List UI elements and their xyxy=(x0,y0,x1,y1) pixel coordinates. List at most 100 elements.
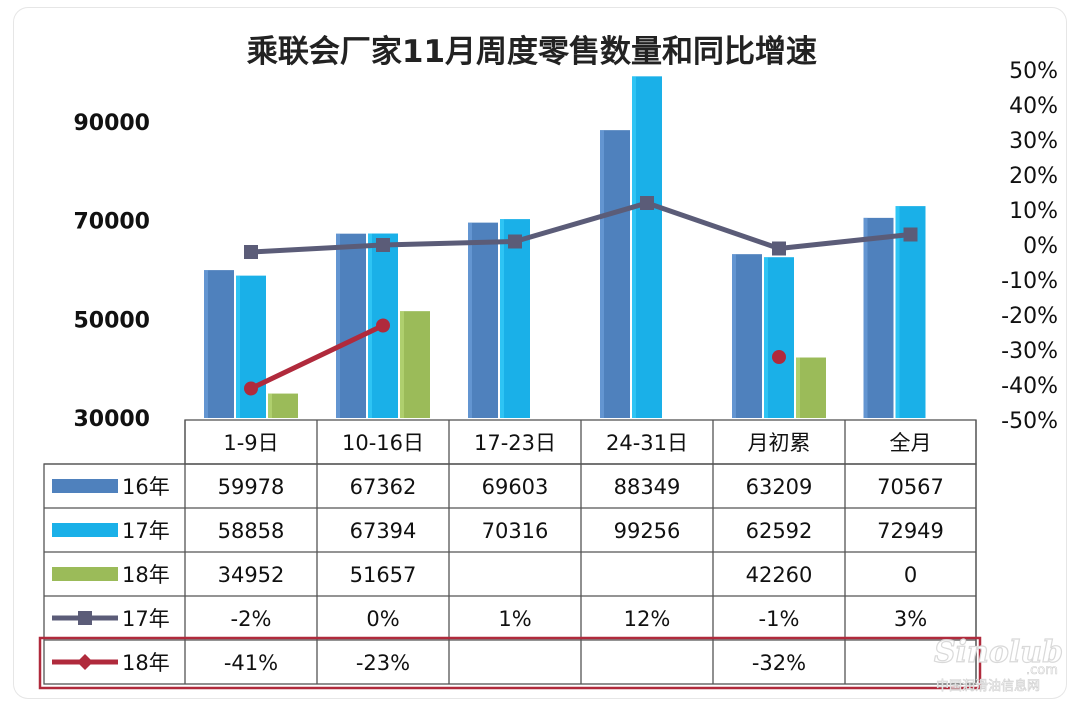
category-label: 月初累 xyxy=(748,431,811,455)
bar-highlight xyxy=(204,270,208,418)
svg-text:.com: .com xyxy=(1026,663,1058,678)
data-label: 67394 xyxy=(350,519,417,543)
bar-1-3 xyxy=(632,76,662,418)
line-segment xyxy=(776,232,913,251)
bar-0-3 xyxy=(600,130,630,418)
line-segment xyxy=(248,242,386,255)
line-segment xyxy=(644,200,782,251)
bar-0-4 xyxy=(732,254,762,418)
bars xyxy=(204,76,926,418)
line-marker-diamond xyxy=(244,381,258,396)
bar-1-4 xyxy=(764,257,794,418)
line-marker-square xyxy=(244,245,258,259)
line-marker-diamond xyxy=(376,318,390,333)
y2-tick-label: -50% xyxy=(1001,409,1058,434)
line-segment xyxy=(512,200,650,244)
y-tick-label: 50000 xyxy=(73,308,150,333)
bar-1-0 xyxy=(236,275,266,418)
chart-title: 乘联会厂家11月周度零售数量和同比增速 xyxy=(247,34,817,70)
data-label: 59978 xyxy=(218,475,285,499)
legend-label: 18年 xyxy=(122,651,170,675)
legend-marker-square xyxy=(78,611,92,625)
legend-label: 17年 xyxy=(122,519,170,543)
data-label: 3% xyxy=(894,607,927,631)
y2-tick-label: -40% xyxy=(1001,374,1058,399)
bar-highlight xyxy=(468,222,472,418)
line-marker-square xyxy=(376,238,390,252)
legend-label: 16年 xyxy=(122,475,170,499)
line-segment xyxy=(380,239,518,248)
data-label: 0 xyxy=(904,563,917,587)
data-label: 67362 xyxy=(350,475,417,499)
y2-tick-label: 40% xyxy=(1009,94,1058,119)
bar-0-0 xyxy=(204,270,234,418)
bar-highlight xyxy=(863,217,868,418)
y-tick-label: 70000 xyxy=(73,210,150,235)
data-label: -1% xyxy=(759,607,800,631)
data-label: -2% xyxy=(231,607,272,631)
watermark-logo: Sinolub .com 中国润滑油信息网 xyxy=(933,634,1063,694)
legend-label: 18年 xyxy=(122,563,170,587)
bar-0-2 xyxy=(468,222,498,418)
data-label: 70316 xyxy=(482,519,549,543)
bar-highlight xyxy=(600,130,604,418)
bar-highlight xyxy=(796,357,800,418)
bar-highlight xyxy=(336,233,340,418)
bar-0-1 xyxy=(336,233,366,418)
line-marker-square xyxy=(903,227,918,242)
bar-0-5 xyxy=(863,217,894,418)
category-label: 10-16日 xyxy=(342,431,424,455)
legend-label: 17年 xyxy=(122,607,170,631)
data-label: 42260 xyxy=(746,563,813,587)
data-label: 12% xyxy=(624,607,671,631)
line-segment xyxy=(248,323,386,391)
highlight-box xyxy=(38,636,982,690)
bar-1-2 xyxy=(500,219,530,418)
bar-2-1 xyxy=(400,311,430,418)
y2-tick-label: 20% xyxy=(1009,164,1058,189)
y2-tick-label: -10% xyxy=(1001,269,1058,294)
category-label: 全月 xyxy=(890,431,932,455)
bar-highlight xyxy=(400,311,404,418)
y2-tick-label: -20% xyxy=(1001,304,1058,329)
bar-highlight xyxy=(732,254,736,418)
data-label: 88349 xyxy=(614,475,681,499)
line-marker-square xyxy=(508,234,522,249)
legend-swatch-bar xyxy=(52,479,118,493)
line-marker-square xyxy=(640,196,654,210)
bar-highlight xyxy=(632,76,636,418)
data-label: 51657 xyxy=(350,563,417,587)
data-label: -32% xyxy=(752,651,806,675)
data-label: 0% xyxy=(366,607,399,631)
y2-tick-label: 0% xyxy=(1023,234,1058,259)
svg-text:Sinolub: Sinolub xyxy=(934,635,1063,670)
data-label: -41% xyxy=(224,651,278,675)
y-tick-label: 30000 xyxy=(73,407,150,432)
category-label: 1-9日 xyxy=(223,431,278,455)
bar-highlight xyxy=(268,393,272,418)
data-label: 72949 xyxy=(877,519,944,543)
data-label: 69603 xyxy=(482,475,549,499)
line-marker-diamond xyxy=(772,350,786,364)
y2-tick-label: 30% xyxy=(1009,129,1058,154)
bar-highlight xyxy=(368,233,372,418)
y2-tick-label: 50% xyxy=(1009,59,1058,84)
lines xyxy=(244,196,918,396)
bar-highlight xyxy=(236,275,240,418)
y-axis-right: 50% 40% 30% 20% 10% 0% -10% -20% -30% -40% -50% xyxy=(1001,59,1058,434)
legend-swatch-bar xyxy=(52,523,118,537)
y2-tick-label: -30% xyxy=(1001,339,1058,364)
bar-2-4 xyxy=(796,357,826,418)
y2-tick-label: 10% xyxy=(1009,199,1058,224)
bar-highlight xyxy=(500,219,504,418)
data-label: 34952 xyxy=(218,563,285,587)
data-label: 1% xyxy=(498,607,531,631)
category-label: 24-31日 xyxy=(606,431,688,455)
data-label: 62592 xyxy=(746,519,813,543)
y-axis-left: 30000 50000 70000 90000 xyxy=(73,111,150,432)
bar-highlight xyxy=(895,206,900,418)
data-label: 58858 xyxy=(218,519,285,543)
legend-marker-diamond xyxy=(77,654,93,670)
category-label: 17-23日 xyxy=(474,431,556,455)
